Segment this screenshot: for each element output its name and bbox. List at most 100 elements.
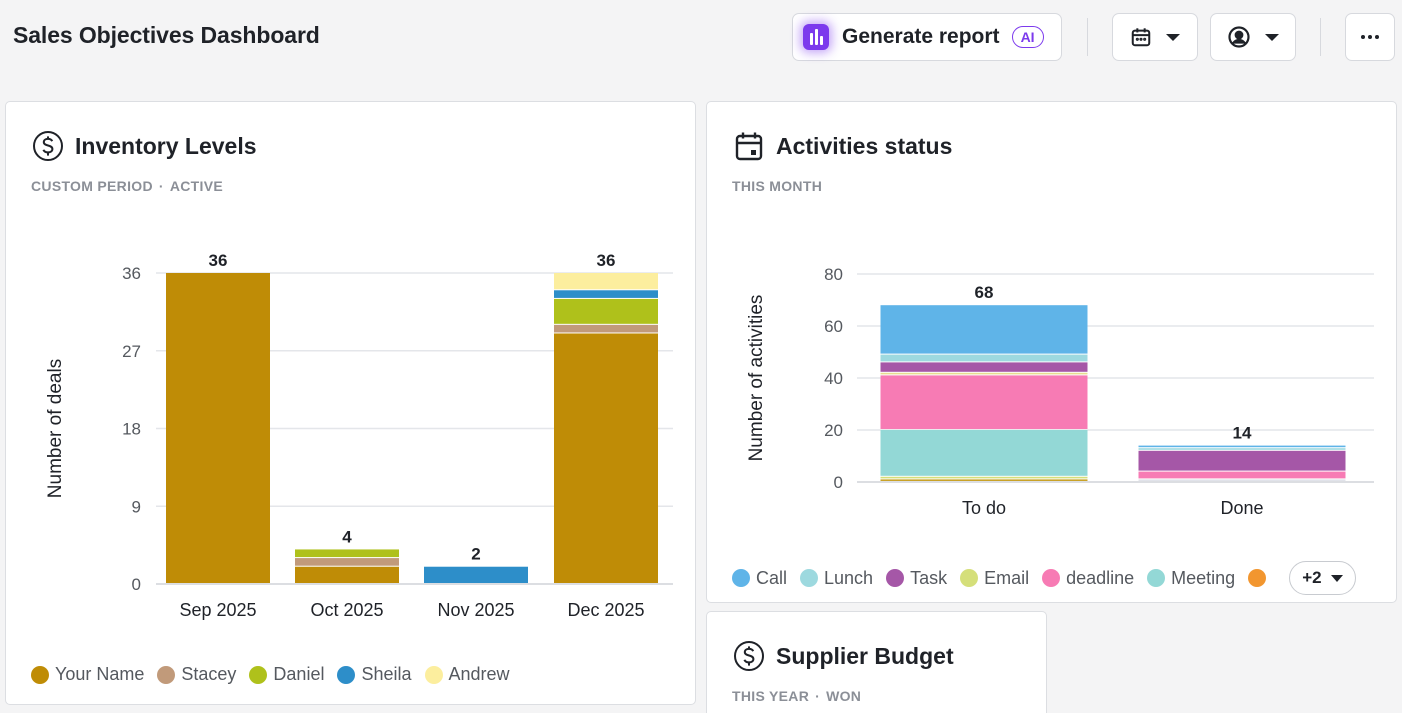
card-title: Activities status	[776, 133, 953, 159]
legend-label: Your Name	[55, 664, 145, 684]
bar-segment[interactable]	[554, 298, 658, 324]
bar-segment[interactable]	[1138, 445, 1346, 448]
inventory-chart[interactable]: 0 9 18 27 36 Number of deals 36 Sep 2025 4 Oct 20…	[6, 102, 695, 642]
y-axis-label: Number of deals	[45, 359, 66, 498]
bar-segment[interactable]	[880, 372, 1088, 375]
y-tick-label: 18	[122, 420, 141, 439]
dollar-circle-icon	[33, 131, 63, 161]
legend-more-chip[interactable]: +2	[1289, 561, 1356, 595]
bar-segment[interactable]	[880, 375, 1088, 429]
bar-segment[interactable]	[880, 476, 1088, 479]
divider	[1087, 18, 1088, 56]
bar-segment[interactable]	[554, 333, 658, 583]
y-axis-label: Number of activities	[746, 295, 767, 462]
legend-swatch	[157, 665, 176, 684]
legend-item[interactable]: Task	[886, 568, 947, 589]
more-horizontal-icon	[1361, 35, 1379, 39]
dollar-circle-icon	[734, 641, 764, 671]
bar-total-label: 14	[1233, 424, 1252, 443]
legend-item[interactable]: Lunch	[800, 568, 873, 589]
legend-item[interactable]: Andrew	[424, 664, 510, 685]
legend-item[interactable]: Email	[960, 568, 1029, 589]
legend-swatch	[31, 665, 49, 684]
legend-swatch	[337, 665, 356, 684]
legend-label: deadline	[1066, 567, 1135, 588]
chart-sparkle-icon	[803, 24, 829, 50]
bar-segment[interactable]	[1138, 450, 1346, 471]
bar-segment[interactable]	[295, 549, 399, 558]
legend-swatch	[960, 569, 979, 587]
legend-item[interactable]: Your Name	[31, 664, 144, 685]
legend-item[interactable]: Daniel	[249, 664, 324, 685]
legend-item[interactable]: Stacey	[157, 664, 236, 685]
bar-segment[interactable]	[295, 558, 399, 566]
period-label: CUSTOM PERIOD	[31, 178, 153, 194]
legend-swatch	[1248, 569, 1267, 587]
period-label: THIS YEAR	[732, 688, 810, 704]
legend-item[interactable]	[1248, 569, 1272, 587]
x-tick-label: Nov 2025	[437, 600, 514, 620]
y-tick-label: 27	[122, 342, 141, 361]
card-subtitle: THIS YEAR · WON	[732, 688, 861, 704]
activities-status-card[interactable]: Activities status THIS MONTH 0 20 40 60 80 Nu…	[706, 101, 1397, 603]
generate-report-button[interactable]: Generate report AI	[792, 13, 1062, 61]
legend-label: Lunch	[824, 567, 874, 588]
y-tick-label: 20	[824, 421, 843, 440]
activities-chart[interactable]: 0 20 40 60 80 Number of activities 68 To do 14 Do…	[707, 102, 1396, 542]
x-tick-label: To do	[962, 498, 1006, 518]
ai-badge: AI	[1011, 26, 1044, 48]
inventory-legend: Your Name Stacey Daniel Sheila Andrew	[31, 664, 523, 685]
y-tick-label: 40	[824, 369, 843, 388]
status-label: WON	[826, 688, 862, 704]
more-chip-label: +2	[1302, 568, 1322, 587]
date-filter-button[interactable]	[1112, 13, 1198, 61]
legend-label: Stacey	[181, 664, 237, 684]
divider	[1320, 18, 1321, 56]
separator-dot: ·	[815, 688, 821, 704]
inventory-levels-card[interactable]: Inventory Levels CUSTOM PERIOD · ACTIVE 0 9…	[5, 101, 696, 705]
calendar-icon	[1131, 28, 1151, 47]
more-options-button[interactable]	[1345, 13, 1395, 61]
bar-segment[interactable]	[880, 362, 1088, 372]
legend-swatch	[800, 569, 819, 587]
supplier-budget-card[interactable]: Supplier Budget THIS YEAR · WON	[706, 611, 1047, 713]
y-tick-label: 0	[132, 575, 141, 594]
y-tick-label: 0	[834, 473, 843, 492]
bar-segment[interactable]	[880, 305, 1088, 354]
legend-swatch	[1042, 569, 1061, 587]
bar-segment[interactable]	[166, 273, 270, 583]
bar-segment[interactable]	[554, 273, 658, 290]
legend-item[interactable]: Sheila	[337, 664, 412, 685]
chevron-down-icon	[1166, 33, 1180, 41]
top-bar: Sales Objectives Dashboard Generate repo…	[0, 0, 1402, 78]
bar-segment[interactable]	[880, 354, 1088, 362]
legend-item[interactable]: Meeting	[1147, 568, 1235, 589]
legend-label: Daniel	[273, 664, 325, 684]
card-title: Inventory Levels	[75, 133, 257, 159]
page-title: Sales Objectives Dashboard	[13, 22, 320, 48]
bar-total-label: 36	[209, 251, 228, 270]
bar-segment[interactable]	[554, 324, 658, 333]
y-tick-label: 9	[132, 497, 141, 516]
bar-total-label: 4	[342, 527, 352, 546]
legend-item[interactable]: Call	[732, 568, 787, 589]
card-title: Supplier Budget	[776, 643, 954, 669]
user-filter-button[interactable]	[1210, 13, 1296, 61]
legend-label: Sheila	[361, 664, 412, 684]
y-tick-label: 36	[122, 264, 141, 283]
bar-segment[interactable]	[1138, 471, 1346, 479]
bar-total-label: 68	[975, 283, 994, 302]
generate-report-label: Generate report	[842, 25, 1000, 48]
bar-segment[interactable]	[554, 290, 658, 298]
calendar-icon	[735, 132, 763, 161]
bar-segment[interactable]	[424, 566, 528, 583]
bar-segment[interactable]	[880, 479, 1088, 481]
bar-segment[interactable]	[1138, 448, 1346, 450]
card-subtitle: CUSTOM PERIOD · ACTIVE	[31, 178, 223, 194]
bar-segment[interactable]	[880, 430, 1088, 476]
legend-item[interactable]: deadline	[1042, 568, 1134, 589]
bar-total-label: 2	[471, 545, 480, 564]
bar-segment[interactable]	[295, 566, 399, 583]
bar-segment[interactable]	[1138, 479, 1346, 481]
legend-label: Meeting	[1171, 567, 1236, 588]
